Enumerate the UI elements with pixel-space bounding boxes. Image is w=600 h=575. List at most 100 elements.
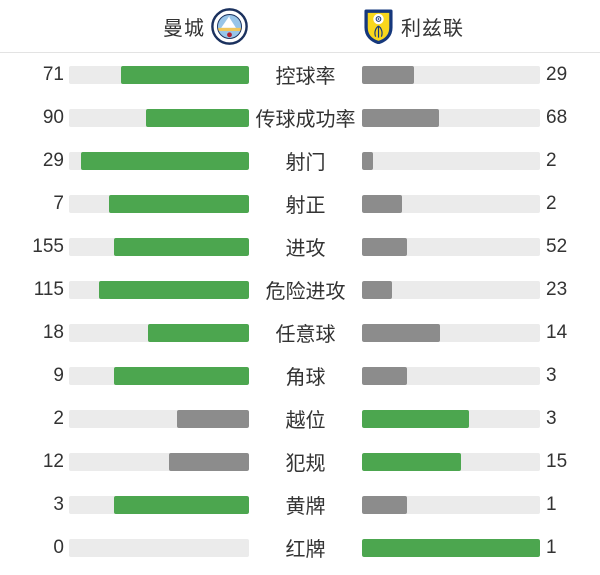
away-bar	[362, 366, 540, 385]
home-value: 12	[42, 450, 64, 472]
leeds-united-crest-icon	[363, 9, 394, 44]
home-bar-fill	[109, 194, 249, 213]
stat-label: 射门	[285, 152, 326, 174]
stat-label: 角球	[285, 367, 326, 389]
away-bar-fill	[362, 237, 407, 256]
home-bar	[69, 280, 249, 299]
home-bar	[69, 151, 249, 170]
away-value: 1	[546, 536, 557, 558]
home-bar	[69, 495, 249, 514]
away-bar-fill	[362, 194, 402, 213]
away-value: 23	[546, 278, 568, 300]
away-team-name: 利兹联	[401, 17, 464, 40]
stat-row: 18 任意球 14	[0, 311, 600, 354]
stat-row: 155 进攻 52	[0, 225, 600, 268]
home-bar-fill	[146, 108, 249, 127]
away-value: 29	[546, 63, 568, 85]
stat-label: 犯规	[285, 453, 326, 475]
away-bar	[362, 65, 540, 84]
home-value: 18	[42, 321, 64, 343]
away-bar	[362, 409, 540, 428]
home-bar	[69, 538, 249, 557]
home-bar-fill	[80, 151, 249, 170]
stat-row: 0 红牌 1	[0, 526, 600, 569]
home-value: 155	[32, 235, 64, 257]
home-bar-fill	[147, 323, 249, 342]
home-value: 90	[42, 106, 64, 128]
away-bar-fill	[362, 65, 414, 84]
home-bar-fill	[114, 495, 249, 514]
stat-row: 3 黄牌 1	[0, 483, 600, 526]
home-value: 71	[42, 63, 64, 85]
away-bar	[362, 194, 540, 213]
stat-label: 传球成功率	[255, 109, 356, 131]
home-bar	[69, 452, 249, 471]
away-bar-fill	[362, 151, 374, 170]
home-value: 3	[53, 493, 64, 515]
away-bar-fill	[362, 280, 392, 299]
home-team-name: 曼城	[163, 17, 205, 40]
away-value: 3	[546, 407, 557, 429]
stat-row: 71 控球率 29	[0, 53, 600, 96]
stat-label: 射正	[285, 195, 326, 217]
away-team: 利兹联	[363, 0, 464, 52]
stats-list: 71 控球率 29 90 传球成功率 68 29	[0, 53, 600, 569]
stat-label: 控球率	[275, 66, 336, 88]
away-value: 2	[546, 149, 557, 171]
home-bar	[69, 194, 249, 213]
stat-row: 90 传球成功率 68	[0, 96, 600, 139]
home-bar	[69, 409, 249, 428]
away-value: 68	[546, 106, 568, 128]
away-bar-fill	[362, 409, 469, 428]
home-bar-fill	[177, 409, 249, 428]
home-value: 29	[42, 149, 64, 171]
away-bar	[362, 108, 540, 127]
away-value: 3	[546, 364, 557, 386]
stat-row: 115 危险进攻 23	[0, 268, 600, 311]
away-bar-fill	[362, 323, 440, 342]
home-value: 115	[33, 278, 64, 300]
away-value: 1	[546, 493, 557, 515]
home-value: 0	[53, 536, 64, 558]
stat-label: 危险进攻	[265, 281, 346, 303]
stat-label: 红牌	[285, 539, 326, 561]
home-bar-fill	[99, 280, 249, 299]
away-bar	[362, 151, 540, 170]
home-bar-fill	[114, 237, 249, 256]
away-value: 15	[546, 450, 568, 472]
away-bar	[362, 495, 540, 514]
home-bar	[69, 323, 249, 342]
stat-row: 29 射门 2	[0, 139, 600, 182]
stat-label: 任意球	[275, 324, 336, 346]
stat-row: 2 越位 3	[0, 397, 600, 440]
home-value: 2	[53, 407, 64, 429]
stat-row: 7 射正 2	[0, 182, 600, 225]
away-bar-fill	[362, 495, 407, 514]
away-value: 2	[546, 192, 557, 214]
stat-row: 12 犯规 15	[0, 440, 600, 483]
away-bar	[362, 452, 540, 471]
home-bar	[69, 65, 249, 84]
stat-label: 越位	[285, 410, 326, 432]
stat-label: 进攻	[285, 238, 326, 260]
away-bar-fill	[362, 366, 407, 385]
away-bar-fill	[362, 538, 540, 557]
away-bar-fill	[362, 108, 439, 127]
away-value: 52	[546, 235, 568, 257]
home-bar-fill	[114, 366, 249, 385]
away-value: 14	[546, 321, 568, 343]
away-bar	[362, 323, 540, 342]
away-bar	[362, 237, 540, 256]
home-team: 曼城	[163, 0, 248, 52]
manchester-city-crest-icon	[211, 7, 248, 45]
home-bar	[69, 108, 249, 127]
stat-label: 黄牌	[285, 496, 326, 518]
away-bar-fill	[362, 452, 461, 471]
home-bar-fill	[169, 452, 249, 471]
away-bar	[362, 538, 540, 557]
stat-row: 9 角球 3	[0, 354, 600, 397]
home-bar	[69, 366, 249, 385]
home-bar	[69, 237, 249, 256]
home-value: 7	[53, 192, 64, 214]
